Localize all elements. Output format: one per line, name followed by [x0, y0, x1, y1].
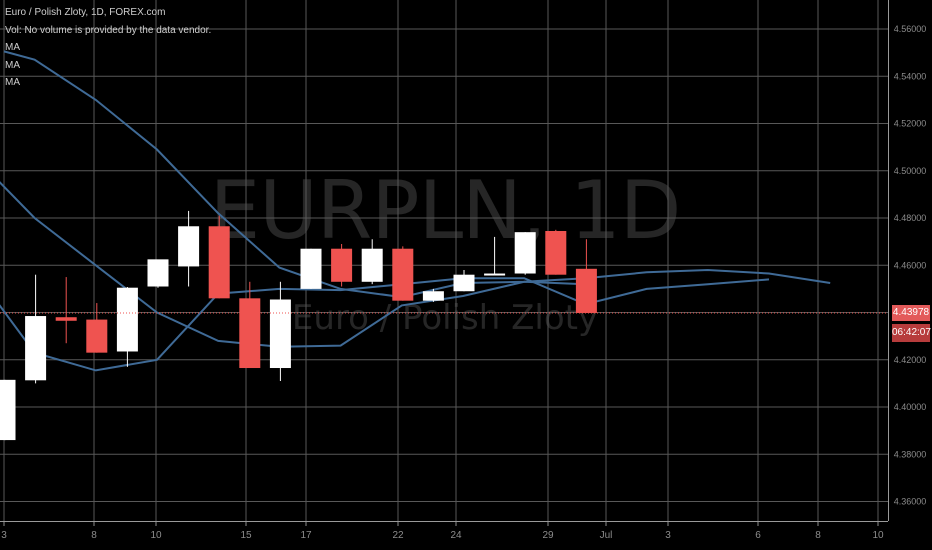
last-price-label: 4.43978 — [892, 305, 930, 321]
candle-body — [361, 248, 383, 282]
candle-body — [453, 274, 475, 292]
x-tick-label: 17 — [300, 530, 312, 541]
x-tick-label: 22 — [392, 530, 404, 541]
y-tick-label: 4.38000 — [894, 449, 927, 459]
y-tick-label: 4.56000 — [894, 24, 927, 34]
y-tick-label: 4.36000 — [894, 497, 927, 507]
candle-body — [0, 379, 16, 441]
x-tick-label: 10 — [150, 530, 162, 541]
candle-body — [300, 248, 322, 289]
watermark-description: Euro / Polish Zloty — [291, 298, 599, 338]
candle-body — [392, 248, 414, 301]
chart-title[interactable]: Euro / Polish Zloty, 1D, FOREX.com — [5, 7, 166, 18]
y-tick-label: 4.40000 — [894, 402, 927, 412]
y-tick-label: 4.54000 — [894, 71, 927, 81]
indicator-ma-1[interactable]: MA — [5, 42, 20, 53]
y-tick-label: 4.46000 — [894, 260, 927, 270]
y-tick-label: 4.50000 — [894, 166, 927, 176]
x-tick-label: 8 — [815, 530, 821, 541]
x-tick-label: 10 — [872, 530, 884, 541]
candle-body — [239, 298, 261, 369]
candle-body — [514, 232, 536, 274]
volume-note[interactable]: Vol: No volume is provided by the data v… — [5, 24, 212, 36]
y-tick-label: 4.52000 — [894, 119, 927, 129]
x-tick-label: 24 — [450, 530, 462, 541]
candle-body — [269, 299, 291, 369]
candle-body — [575, 268, 597, 313]
ma-line-2 — [0, 181, 586, 348]
x-tick-label: 15 — [240, 530, 252, 541]
candle-body — [484, 273, 506, 276]
candle-body — [55, 317, 77, 321]
candle-body — [25, 316, 47, 381]
indicator-ma-3[interactable]: MA — [5, 77, 20, 88]
candle-body — [208, 226, 230, 299]
candle-body — [422, 291, 444, 301]
candle-body — [331, 248, 353, 282]
x-tick-label: 6 — [755, 530, 761, 541]
x-tick-label: 8 — [91, 530, 97, 541]
candle-body — [147, 259, 169, 287]
legend: Euro / Polish Zloty, 1D, FOREX.com Vol: … — [5, 4, 211, 92]
y-tick-label: 4.48000 — [894, 213, 927, 223]
ma-line-3 — [0, 277, 770, 372]
x-tick-label: 3 — [1, 530, 7, 541]
x-tick-label: 29 — [542, 530, 554, 541]
candle-body — [545, 230, 567, 275]
watermark-symbol: EURPLN, 1D — [209, 164, 682, 257]
countdown-label: 06:42:07 — [892, 324, 931, 342]
candle-body — [86, 319, 108, 353]
y-tick-label: 4.42000 — [894, 355, 927, 365]
candle-body — [116, 287, 138, 352]
x-tick-label: Jul — [600, 530, 613, 541]
indicator-ma-2[interactable]: MA — [5, 59, 20, 71]
x-tick-label: 3 — [665, 530, 671, 541]
candle-body — [178, 226, 200, 267]
